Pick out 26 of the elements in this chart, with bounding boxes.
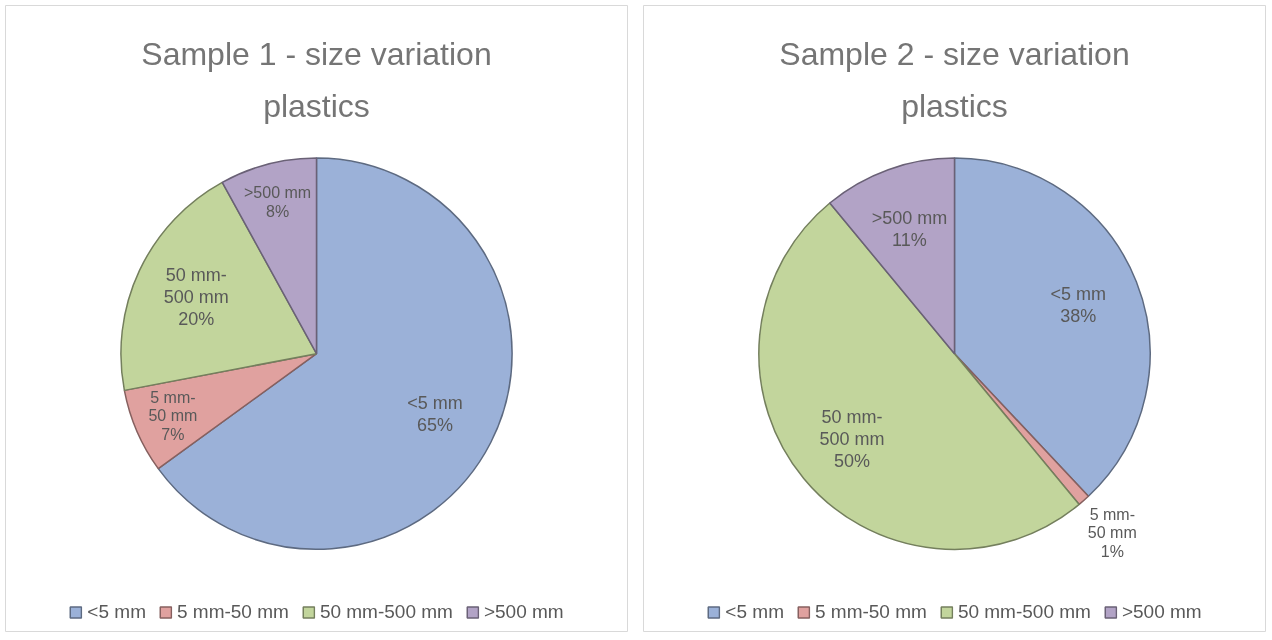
legend-label: <5 mm [87, 601, 146, 623]
slice-label: >500 mm [871, 207, 948, 228]
data-label: 20% [178, 309, 215, 330]
legend-label: >500 mm [1121, 601, 1202, 623]
data-label: 8% [266, 202, 290, 220]
data-label: 38% [1060, 305, 1097, 326]
slice-label: 5 mm-50 mm [1087, 505, 1137, 542]
data-label: 11% [892, 229, 927, 250]
chart-title: Sample 2 - size variation plastics [779, 35, 1130, 124]
slice-label: 5 mm-50 mm [148, 388, 198, 425]
slice-label: <5 mm [1050, 283, 1106, 304]
slice-label: <5 mm [407, 393, 463, 414]
legend-label: >500 mm [483, 601, 564, 623]
legend-label: 50 mm-500 mm [957, 601, 1091, 623]
slice-label: >500 mm [244, 184, 312, 202]
slice-label: 50 mm-500 mm [819, 406, 885, 449]
slice-label: 50 mm-500 mm [163, 265, 229, 308]
data-label: 50% [834, 450, 871, 471]
chart-title: Sample 1 - size variation plastics [141, 35, 492, 124]
legend-label: 5 mm-50 mm [814, 601, 927, 623]
data-label: 65% [417, 415, 454, 436]
legend-label: 50 mm-500 mm [319, 601, 453, 623]
data-label: 1% [1100, 542, 1124, 560]
legend-label: <5 mm [725, 601, 784, 623]
legend-label: 5 mm-50 mm [176, 601, 289, 623]
data-label: 7% [161, 426, 185, 444]
